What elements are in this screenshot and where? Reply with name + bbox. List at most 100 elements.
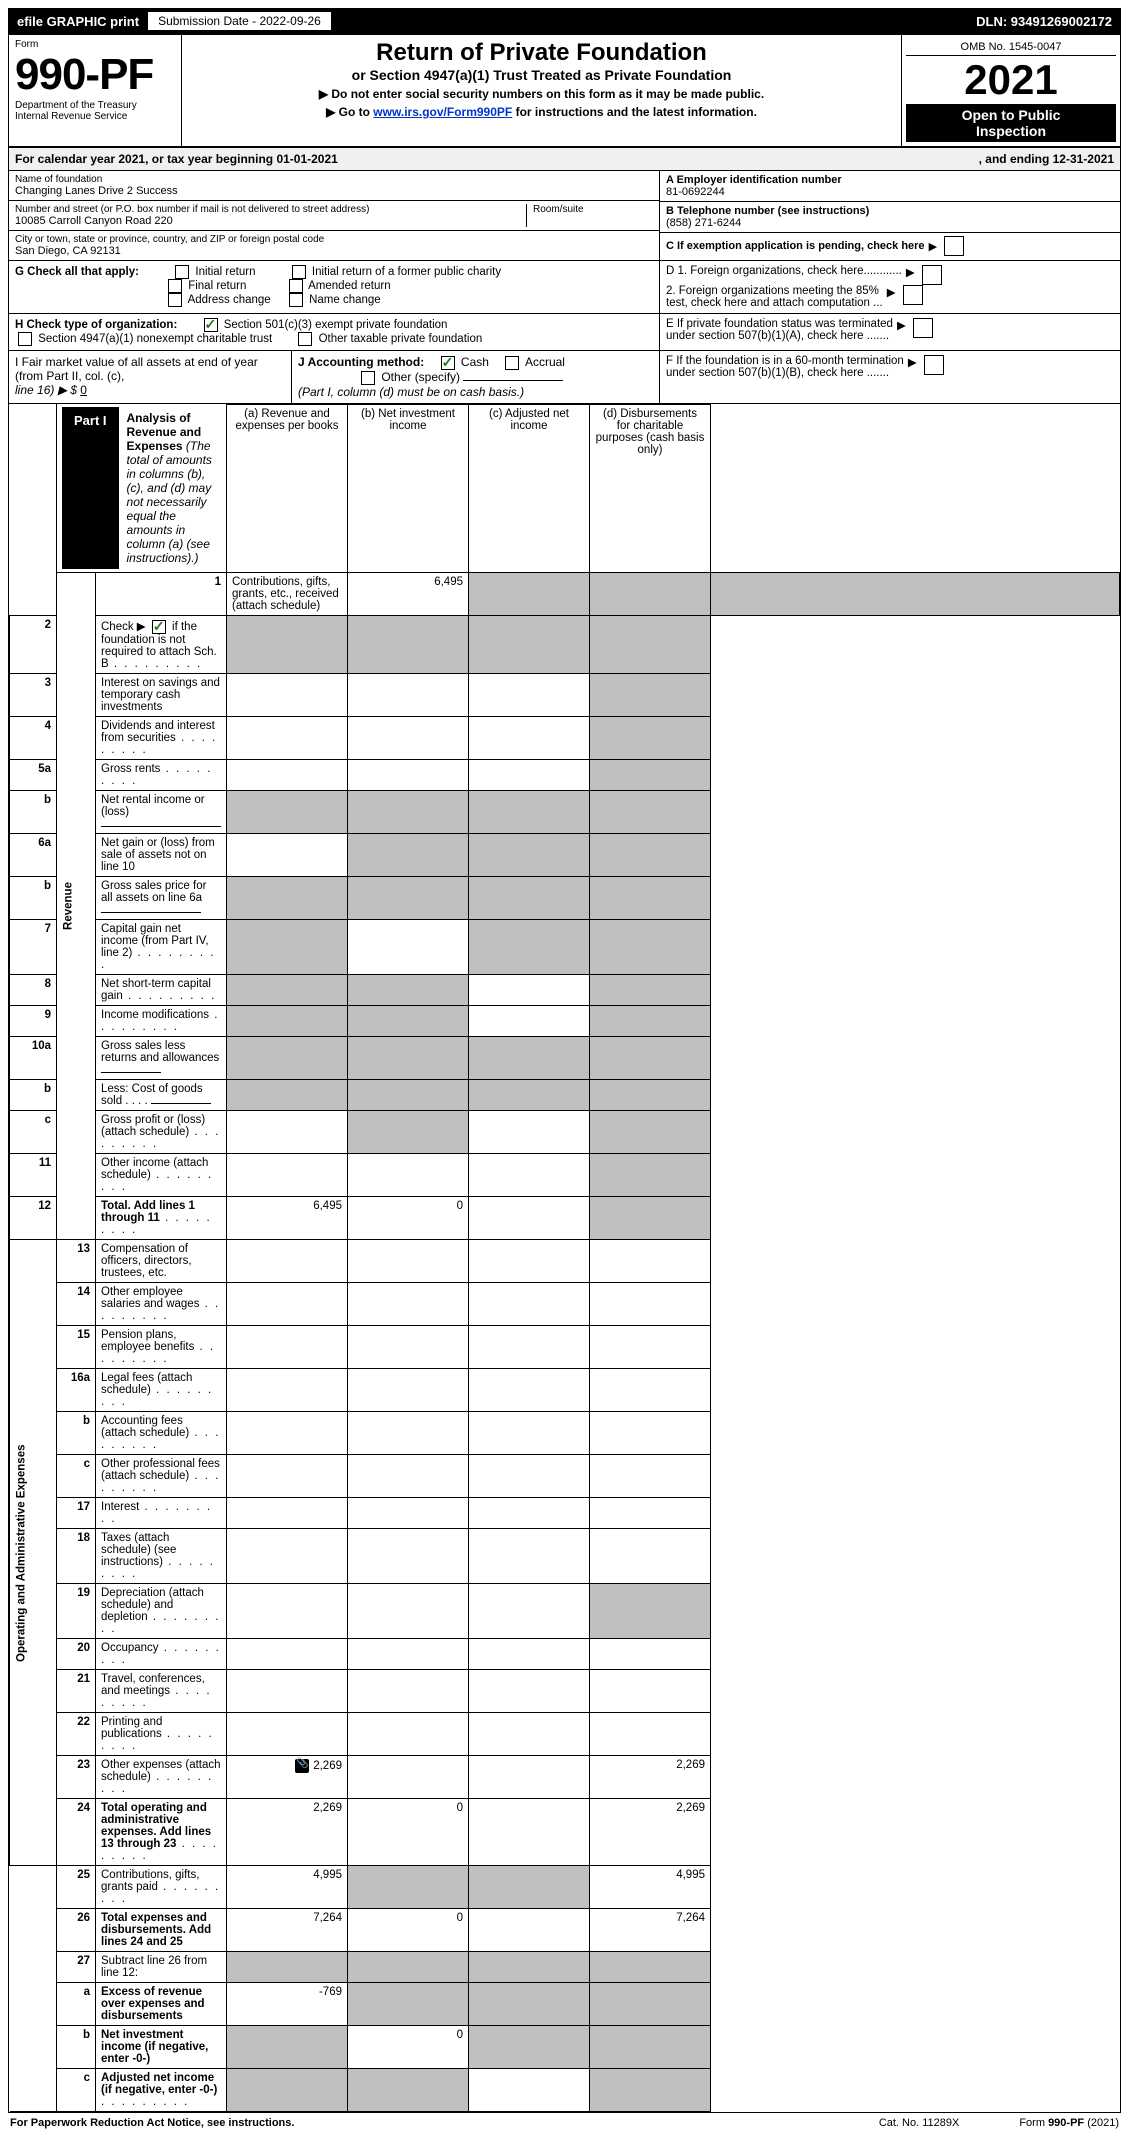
f-block: F If the foundation is in a 60-month ter… <box>660 351 1120 383</box>
expense-side-label: Operating and Administrative Expenses <box>10 1240 57 1866</box>
r27c-text: Adjusted net income (if negative, enter … <box>96 2069 227 2112</box>
addr-value: 10085 Carroll Canyon Road 220 <box>15 215 526 227</box>
g-label: G Check all that apply: <box>15 266 139 278</box>
j-other-line <box>463 380 563 381</box>
j-accrual-cb[interactable] <box>505 356 519 370</box>
r6a-text: Net gain or (loss) from sale of assets n… <box>96 834 227 877</box>
e-cb[interactable] <box>913 318 933 338</box>
calendar-year-row: For calendar year 2021, or tax year begi… <box>9 148 1120 171</box>
form-subtitle: or Section 4947(a)(1) Trust Treated as P… <box>192 67 891 83</box>
r10b-text: Less: Cost of goods sold . . . . <box>96 1080 227 1111</box>
arrow-icon: ▶ <box>906 265 915 285</box>
d1: D 1. Foreign organizations, check here..… <box>666 265 902 285</box>
form-title: Return of Private Foundation <box>192 39 891 67</box>
addr-label: Number and street (or P.O. box number if… <box>15 204 526 215</box>
form990pf-link[interactable]: www.irs.gov/Form990PF <box>373 105 512 119</box>
r11-num: 11 <box>10 1154 57 1197</box>
c-label: C If exemption application is pending, c… <box>666 240 925 252</box>
g-initial-return-cb[interactable] <box>175 265 189 279</box>
col-c-header: (c) Adjusted net income <box>469 404 590 573</box>
h-4947-cb[interactable] <box>18 332 32 346</box>
r11-text: Other income (attach schedule) <box>96 1154 227 1197</box>
arrow-icon: ▶ <box>929 240 937 253</box>
phone-label: B Telephone number (see instructions) <box>666 205 1114 217</box>
h-block: H Check type of organization: Section 50… <box>9 314 659 350</box>
g-amended-cb[interactable] <box>289 279 303 293</box>
h-other-cb[interactable] <box>298 332 312 346</box>
r5b-text: Net rental income or (loss) <box>96 791 227 834</box>
r10c-num: c <box>10 1111 57 1154</box>
instr-2-pre: ▶ Go to <box>326 105 373 119</box>
r25-num: 25 <box>57 1866 96 1909</box>
dept: Department of the Treasury <box>15 100 175 111</box>
r1-text: Contributions, gifts, grants, etc., rece… <box>227 573 348 616</box>
f2: under section 507(b)(1)(B), check here .… <box>666 367 889 379</box>
d1-cb[interactable] <box>922 265 942 285</box>
r14-num: 14 <box>57 1283 96 1326</box>
c-checkbox[interactable] <box>944 236 964 256</box>
g-final-cb[interactable] <box>168 279 182 293</box>
j-other-cb[interactable] <box>361 371 375 385</box>
city-row: City or town, state or province, country… <box>9 231 659 260</box>
irs: Internal Revenue Service <box>15 111 175 122</box>
revenue-side-label: Revenue <box>57 573 96 1240</box>
g-initial-public-cb[interactable] <box>292 265 306 279</box>
j-cash-cb[interactable] <box>441 356 455 370</box>
h-501c3-cb[interactable] <box>204 318 218 332</box>
g-block: G Check all that apply: Initial return I… <box>9 261 659 311</box>
r1-num: 1 <box>96 573 227 616</box>
footer: For Paperwork Reduction Act Notice, see … <box>8 2113 1121 2133</box>
r5a-text: Gross rents <box>96 760 227 791</box>
ijf-row: I Fair market value of all assets at end… <box>9 351 1120 404</box>
r27-num: 27 <box>57 1952 96 1983</box>
r2-num: 2 <box>10 616 57 674</box>
r23-num: 23 <box>57 1756 96 1799</box>
entity-block: Name of foundation Changing Lanes Drive … <box>9 171 1120 261</box>
r15-num: 15 <box>57 1326 96 1369</box>
r1-a: 6,495 <box>348 573 469 616</box>
r10b-num: b <box>10 1080 57 1111</box>
col-b-header: (b) Net investment income <box>348 404 469 573</box>
footer-right: Form 990-PF (2021) <box>1019 2117 1119 2129</box>
part1-table: Part I Analysis of Revenue and Expenses … <box>9 404 1120 2112</box>
r23-text: Other expenses (attach schedule) <box>96 1756 227 1799</box>
schb-cb[interactable] <box>152 620 166 634</box>
h-o3: Other taxable private foundation <box>319 333 483 345</box>
col-d-header: (d) Disbursements for charitable purpose… <box>590 404 711 573</box>
d2-cb[interactable] <box>903 285 923 305</box>
r17-num: 17 <box>57 1498 96 1529</box>
r16a-text: Legal fees (attach schedule) <box>96 1369 227 1412</box>
r13-text: Compensation of officers, directors, tru… <box>96 1240 227 1283</box>
r10a-text: Gross sales less returns and allowances <box>96 1037 227 1080</box>
form-number: 990-PF <box>15 50 175 100</box>
f-cb[interactable] <box>924 355 944 375</box>
g-address-cb[interactable] <box>168 293 182 307</box>
footer-left: For Paperwork Reduction Act Notice, see … <box>10 2117 294 2129</box>
d-block: D 1. Foreign organizations, check here..… <box>660 261 1120 313</box>
r24-b: 0 <box>348 1799 469 1866</box>
tax-year: 2021 <box>906 56 1116 104</box>
r24-a: 2,269 <box>227 1799 348 1866</box>
r12-b: 0 <box>348 1197 469 1240</box>
efile-bar: efile GRAPHIC print Submission Date - 20… <box>8 8 1121 34</box>
ein-label: A Employer identification number <box>666 174 1114 186</box>
found-name: Name of foundation Changing Lanes Drive … <box>9 171 659 201</box>
submission-date: Submission Date - 2022-09-26 <box>148 12 331 30</box>
r26-num: 26 <box>57 1909 96 1952</box>
h-label: H Check type of organization: <box>15 319 177 331</box>
cal-end: , and ending 12-31-2021 <box>973 148 1120 170</box>
r5a-num: 5a <box>10 760 57 791</box>
h-o1: Section 501(c)(3) exempt private foundat… <box>224 319 448 331</box>
r26-a: 7,264 <box>227 1909 348 1952</box>
g-name-cb[interactable] <box>289 293 303 307</box>
r12-a: 6,495 <box>227 1197 348 1240</box>
r24-num: 24 <box>57 1799 96 1866</box>
part1-header: Part I Analysis of Revenue and Expenses … <box>62 407 221 569</box>
attachment-icon[interactable] <box>295 1759 309 1773</box>
header-mid: Return of Private Foundation or Section … <box>182 35 901 146</box>
name-label: Name of foundation <box>15 174 653 185</box>
r14-text: Other employee salaries and wages <box>96 1283 227 1326</box>
form-frame: Form 990-PF Department of the Treasury I… <box>8 34 1121 2113</box>
g-o1: Initial return <box>195 266 255 278</box>
form-word: Form <box>15 39 175 50</box>
